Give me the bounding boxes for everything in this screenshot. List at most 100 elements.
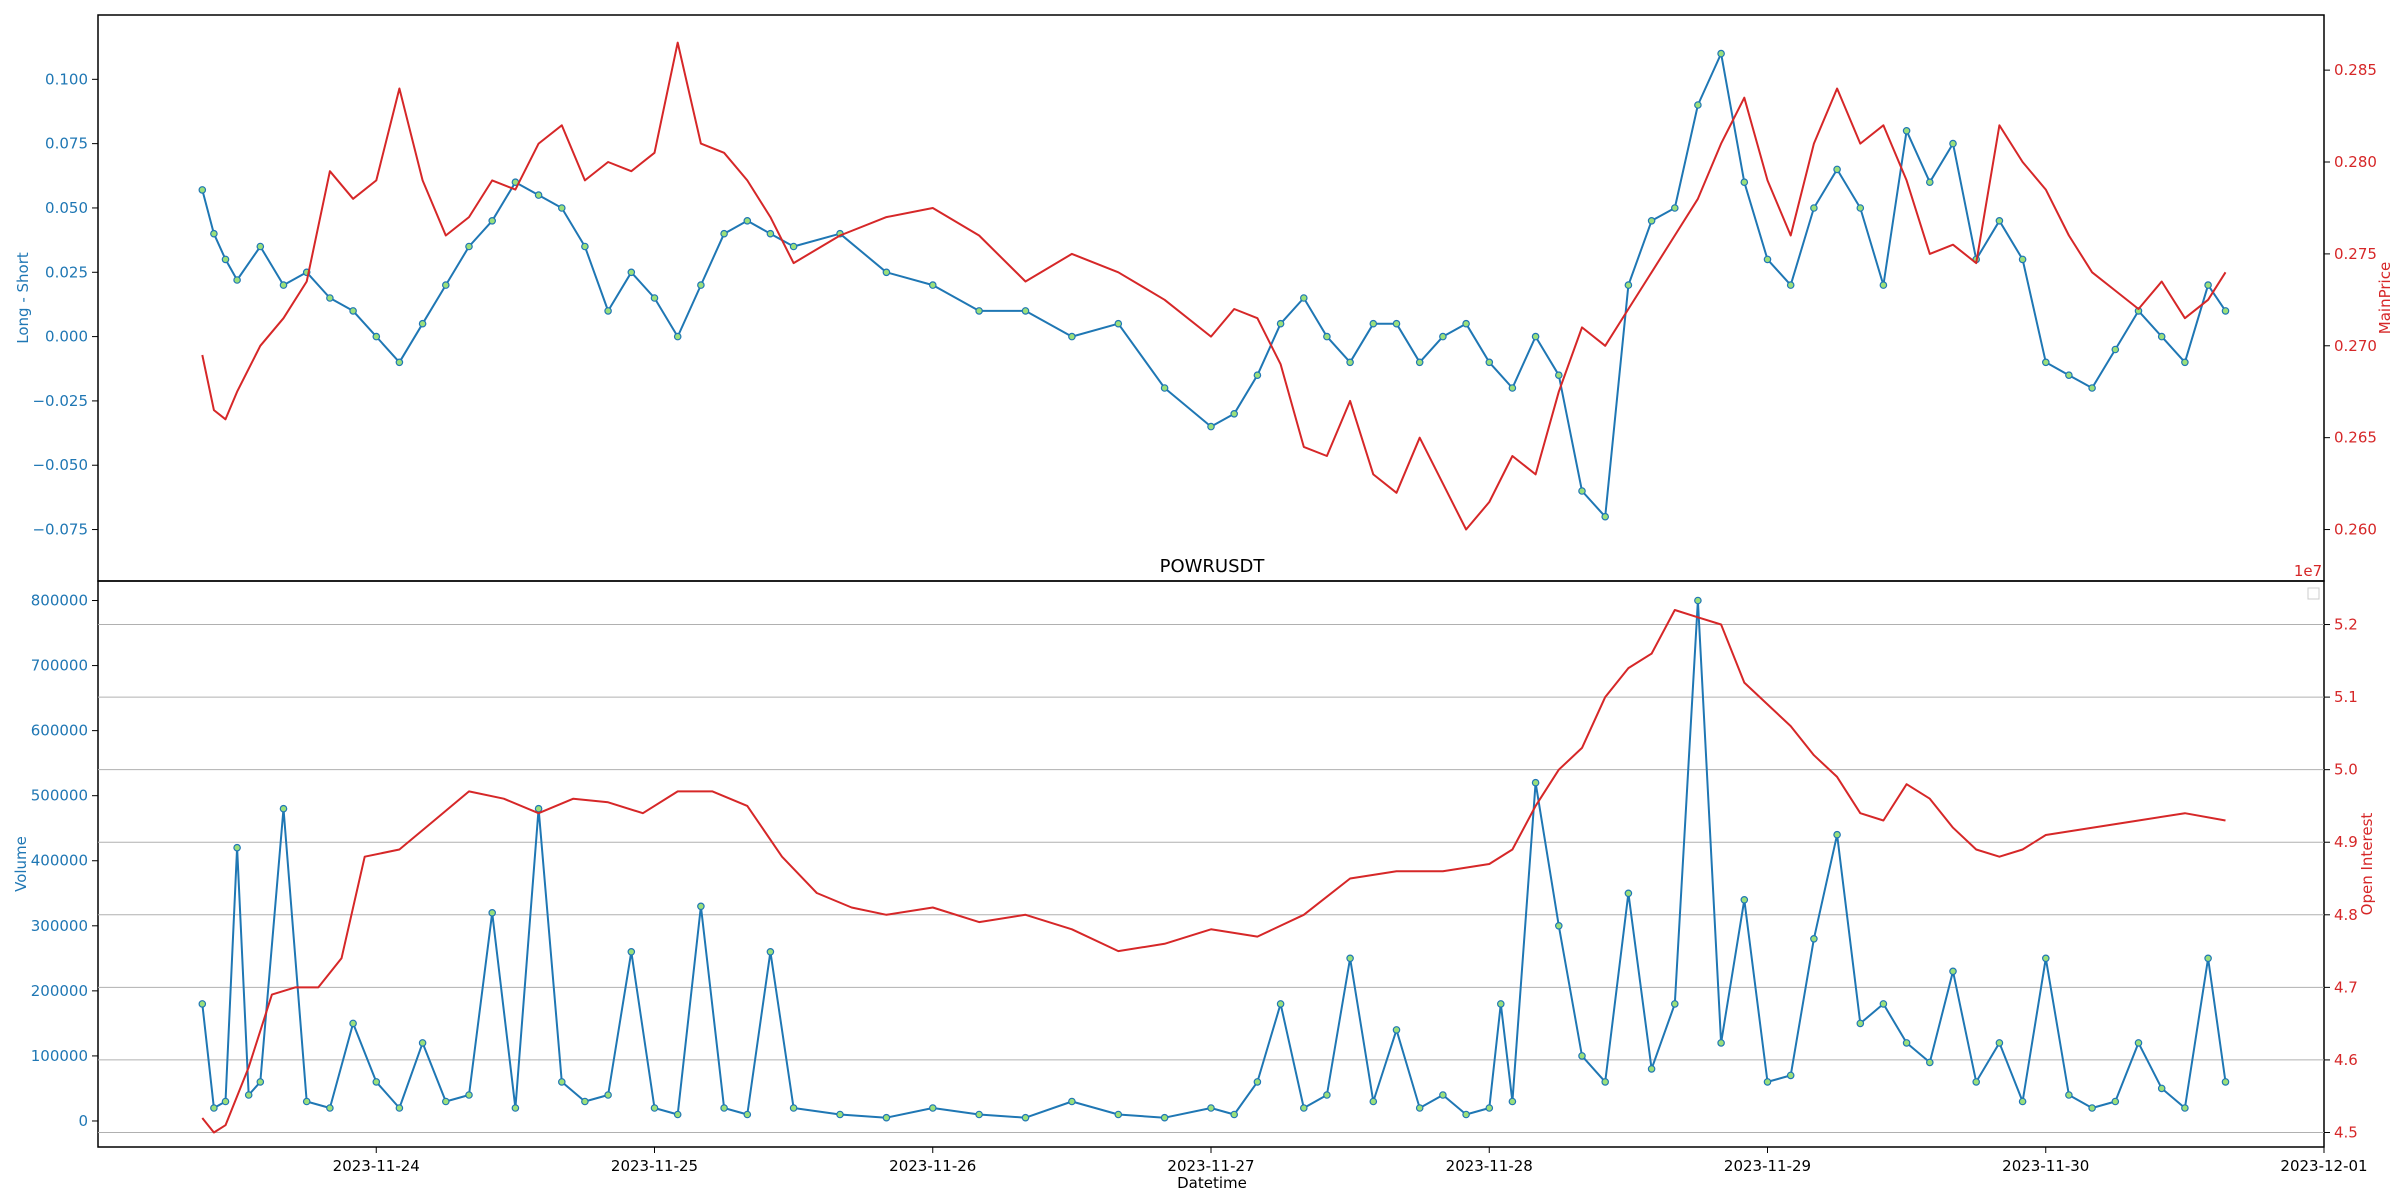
data-point [2065,371,2073,380]
y-tick-label-left: −0.025 [32,392,88,410]
y-tick-label-right: 0.280 [2334,153,2377,171]
data-point [720,229,728,238]
bottom-right-axis-label: Open Interest [2358,813,2376,916]
data-point [2088,384,2096,392]
data-point [256,1078,265,1086]
data-point [1694,596,1702,605]
data-point [1856,204,1865,212]
data-point [1392,1026,1401,1034]
data-point [1485,1104,1494,1112]
data-point [1207,422,1215,431]
data-point [2111,1097,2120,1106]
data-point [2181,1104,2189,1112]
data-point [1369,1097,1378,1106]
data-point [743,217,752,225]
data-point [1624,889,1633,898]
data-point [1995,217,2004,225]
y-tick-label-right: 4.8 [2334,906,2358,924]
data-point [233,276,241,284]
y-tick-label-right: 0.275 [2334,245,2377,263]
data-point [1114,319,1123,328]
data-point [1786,281,1795,289]
y-tick-label-left: 500000 [31,787,88,805]
data-point [2221,1078,2230,1086]
data-point [1531,778,1540,787]
data-point [1647,217,1656,225]
data-point [1323,332,1331,341]
data-point [326,1104,334,1112]
data-point [441,281,450,289]
data-point [1717,49,1725,58]
data-point [1810,204,1818,212]
data-point [1300,294,1308,302]
y-tick-label-left: 0.025 [45,263,88,281]
data-point [789,242,798,251]
data-point [882,1113,891,1122]
data-point [1810,934,1818,943]
data-point [488,908,497,917]
top-left-axis-label: Long - Short [14,252,32,344]
data-point [581,1097,589,1106]
data-point [1253,371,1262,380]
data-point [720,1104,728,1112]
data-point [1879,281,1888,289]
x-tick-label: 2023-11-26 [889,1157,976,1175]
data-point [2134,1039,2143,1047]
data-point [1021,1113,1030,1122]
data-point [1902,1039,1911,1047]
data-point [534,804,543,813]
data-point [1995,1039,2004,1047]
data-point [441,1097,450,1106]
data-point [697,902,705,911]
data-point [256,242,265,251]
y-tick-label-left: −0.050 [32,456,88,474]
data-point [1276,1000,1285,1008]
data-point [233,843,241,852]
data-point [1068,1097,1076,1106]
series-line-mainprice [201,41,2227,531]
data-point [221,255,230,264]
right-axis-offset-label: 1e7 [2294,562,2322,580]
data-point [1485,358,1494,367]
data-point [221,1097,230,1106]
data-point [2065,1091,2073,1099]
data-point [279,281,288,289]
data-point [418,1039,427,1047]
data-point [1068,332,1076,341]
data-point [1601,1078,1610,1086]
bottom-panel-frame [97,580,2325,1148]
data-point [1160,384,1169,392]
data-point [198,186,207,194]
data-point [1323,1091,1331,1099]
data-point [1926,1058,1934,1067]
data-point [604,307,612,315]
data-point [1230,409,1239,418]
data-point [418,319,427,328]
y-tick-label-right: 0.265 [2334,429,2377,447]
data-point [975,307,983,315]
y-tick-label-left: 700000 [31,657,88,675]
series-line-long-short [201,52,2227,518]
y-tick-label-right: 5.1 [2334,688,2358,706]
data-point [1949,967,1957,976]
data-point [1578,1052,1586,1060]
data-point [1300,1104,1308,1112]
y-tick-label-right: 0.260 [2334,521,2377,539]
y-tick-label-left: −0.075 [32,521,88,539]
y-tick-label-left: 0 [78,1112,88,1130]
series-line-volume [201,599,2227,1119]
top-panel-frame [97,14,2325,582]
data-point [210,229,218,238]
data-point [2204,954,2212,963]
data-point [1949,139,1957,148]
data-point [2042,358,2050,367]
data-point [1555,371,1563,380]
data-point [1833,830,1841,839]
y-tick-label-right: 5.0 [2334,761,2358,779]
data-point [766,229,775,238]
data-point [627,268,636,277]
data-point [1578,487,1586,495]
x-axis-label: Datetime [1177,1174,1247,1192]
data-point [650,294,659,302]
data-point [279,804,288,813]
